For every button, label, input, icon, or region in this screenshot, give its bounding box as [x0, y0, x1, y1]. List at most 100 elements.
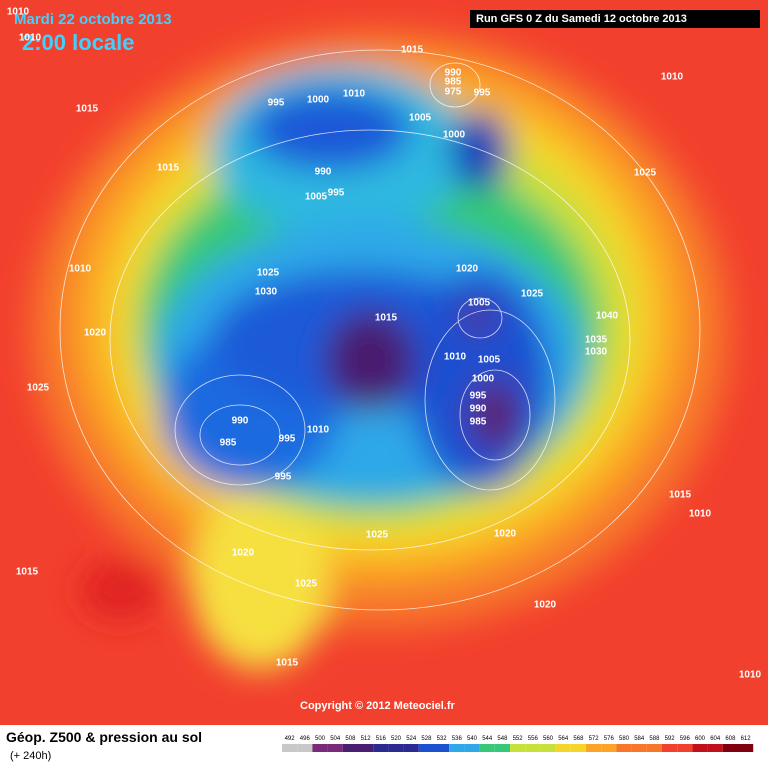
color-swatch: [616, 744, 632, 752]
level-label: 572: [589, 736, 600, 742]
pressure-label: 995: [470, 391, 487, 402]
level-label: 524: [406, 736, 417, 742]
pressure-label: 1000: [307, 95, 330, 106]
pressure-label: 1020: [84, 328, 107, 339]
pressure-label: 995: [279, 434, 296, 445]
color-swatch: [403, 744, 419, 752]
level-label: 552: [513, 736, 524, 742]
pressure-label: 1025: [295, 579, 318, 590]
color-swatch: [555, 744, 571, 752]
pressure-label: 1025: [257, 268, 280, 279]
pressure-label: 1030: [255, 287, 278, 298]
pressure-label: 995: [328, 188, 345, 199]
color-swatch: [312, 744, 328, 752]
pressure-label: 995: [275, 472, 292, 483]
pressure-label: 1010: [343, 89, 366, 100]
pressure-label: 1020: [456, 264, 479, 275]
pressure-label: 985: [445, 77, 462, 88]
level-label: 528: [421, 736, 432, 742]
pressure-label: 1015: [401, 45, 424, 56]
level-label: 580: [619, 736, 630, 742]
pressure-label: 1015: [375, 313, 398, 324]
level-label: 600: [695, 736, 706, 742]
pressure-label: 1020: [232, 548, 255, 559]
pressure-label: 1000: [472, 374, 495, 385]
level-label: 564: [558, 736, 569, 742]
pressure-label: 1010: [7, 7, 30, 18]
level-label: 508: [345, 736, 356, 742]
valid-date: Mardi 22 octobre 2013: [14, 11, 172, 28]
pressure-label: 975: [445, 87, 462, 98]
pressure-label: 1010: [661, 72, 684, 83]
level-label: 576: [604, 736, 615, 742]
pressure-label: 1010: [19, 33, 42, 44]
pressure-label: 985: [220, 438, 237, 449]
color-swatch: [646, 744, 662, 752]
pressure-label: 995: [474, 88, 491, 99]
level-label: 584: [634, 736, 645, 742]
pressure-label: 1005: [468, 298, 491, 309]
level-label: 608: [725, 736, 736, 742]
pressure-label: 1020: [534, 600, 557, 611]
level-label: 520: [391, 736, 402, 742]
level-label: 596: [680, 736, 691, 742]
color-swatch: [510, 744, 526, 752]
pressure-label: 1025: [521, 289, 544, 300]
color-swatch: [662, 744, 678, 752]
pressure-label: 1010: [307, 425, 330, 436]
pressure-label: 1025: [366, 530, 389, 541]
color-swatch: [388, 744, 404, 752]
level-label: 612: [741, 736, 752, 742]
color-swatch: [707, 744, 723, 752]
valid-time: 2:00 locale: [22, 30, 135, 55]
pressure-label: 1015: [16, 567, 39, 578]
color-swatch: [540, 744, 556, 752]
pressure-label: 1005: [305, 192, 328, 203]
color-swatch: [601, 744, 617, 752]
pressure-label: 1010: [69, 264, 92, 275]
run-info: Run GFS 0 Z du Samedi 12 octobre 2013: [476, 13, 687, 25]
level-label: 540: [467, 736, 478, 742]
pressure-label: 1010: [444, 352, 467, 363]
pressure-label: 990: [470, 404, 487, 415]
color-swatch: [327, 744, 343, 752]
copyright: Copyright © 2012 Meteociel.fr: [300, 700, 456, 712]
level-label: 592: [665, 736, 676, 742]
level-label: 532: [437, 736, 448, 742]
color-swatch: [525, 744, 541, 752]
pressure-label: 1030: [585, 347, 608, 358]
level-label: 544: [482, 736, 493, 742]
color-swatch: [282, 744, 298, 752]
color-swatch: [464, 744, 480, 752]
pressure-label: 990: [232, 416, 249, 427]
geopotential-field: [0, 0, 768, 725]
color-swatch: [677, 744, 693, 752]
color-swatch: [297, 744, 313, 752]
level-label: 496: [300, 736, 311, 742]
pressure-label: 1015: [157, 163, 180, 174]
pressure-label: 1040: [596, 311, 619, 322]
pressure-label: 1000: [443, 130, 466, 141]
pressure-label: 1035: [585, 335, 608, 346]
pressure-label: 990: [315, 167, 332, 178]
level-label: 604: [710, 736, 721, 742]
pressure-label: 1015: [669, 490, 692, 501]
level-label: 556: [528, 736, 539, 742]
level-label: 588: [649, 736, 660, 742]
pressure-label: 1020: [494, 529, 517, 540]
color-swatch: [692, 744, 708, 752]
color-swatch: [434, 744, 450, 752]
color-swatch: [358, 744, 374, 752]
level-label: 536: [452, 736, 463, 742]
pressure-label: 1025: [634, 168, 657, 179]
pressure-label: 1015: [76, 104, 99, 115]
pressure-label: 1015: [276, 658, 299, 669]
pressure-label: 1010: [739, 670, 762, 681]
run-banner: [470, 10, 760, 28]
color-swatch: [418, 744, 434, 752]
color-swatch: [722, 744, 738, 752]
pressure-label: 985: [470, 417, 487, 428]
color-swatch: [631, 744, 647, 752]
level-label: 548: [497, 736, 508, 742]
